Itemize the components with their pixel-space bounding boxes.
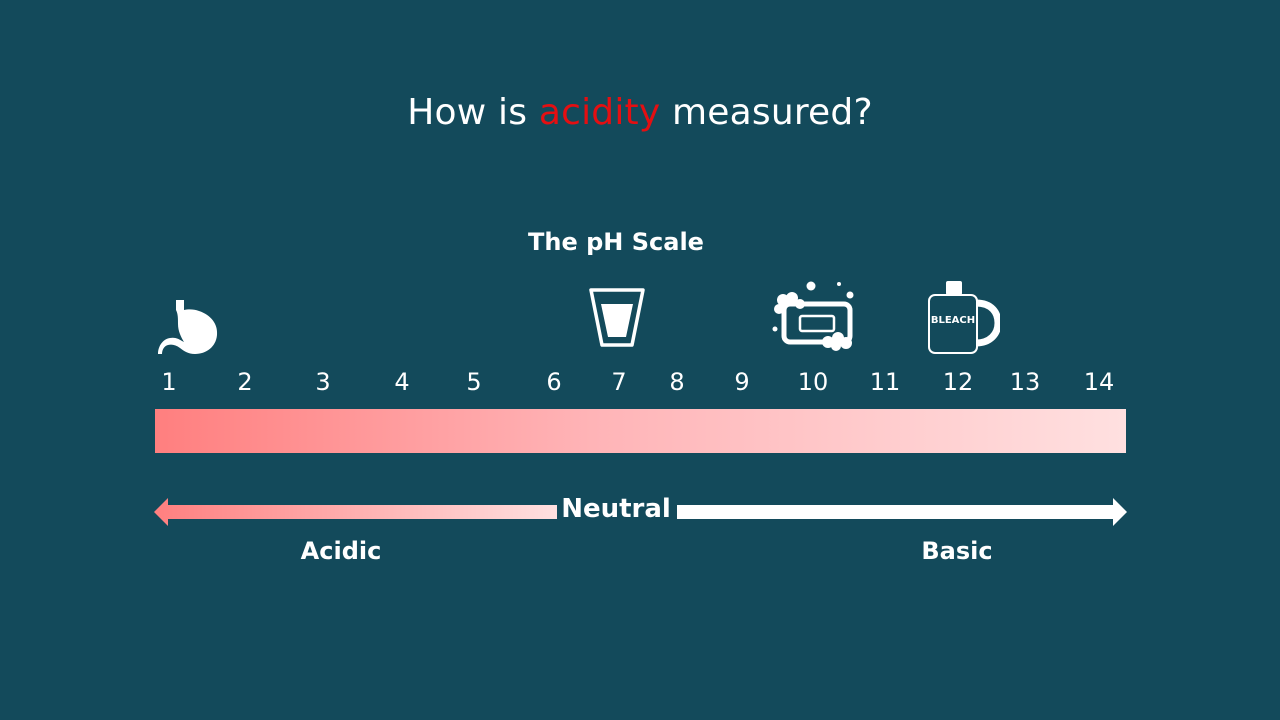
tick-8: 8 [669, 368, 685, 396]
tick-9: 9 [734, 368, 750, 396]
tick-3: 3 [315, 368, 331, 396]
title-highlight: acidity [538, 92, 661, 133]
ph-gradient-bar [155, 409, 1126, 453]
bleach-icon: BLEACH [926, 279, 1000, 357]
stomach-icon [158, 298, 220, 356]
tick-4: 4 [394, 368, 410, 396]
tick-7: 7 [611, 368, 627, 396]
neutral-label: Neutral [561, 494, 671, 524]
acidic-label: Acidic [300, 537, 382, 565]
title-prefix: How is [407, 92, 539, 133]
soap-icon [770, 280, 860, 354]
tick-5: 5 [466, 368, 482, 396]
bleach-label: BLEACH [931, 315, 975, 326]
scale-title: The pH Scale [528, 228, 704, 256]
water-glass-icon [588, 288, 646, 348]
tick-12: 12 [942, 368, 974, 396]
acidic-arrow [154, 498, 558, 526]
tick-6: 6 [546, 368, 562, 396]
tick-10: 10 [797, 368, 829, 396]
tick-14: 14 [1083, 368, 1115, 396]
tick-1: 1 [161, 368, 177, 396]
tick-13: 13 [1009, 368, 1041, 396]
tick-2: 2 [237, 368, 253, 396]
basic-arrow [677, 498, 1127, 526]
basic-label: Basic [921, 537, 993, 565]
tick-11: 11 [869, 368, 901, 396]
page-title: How is acidity measured? [0, 92, 1280, 133]
title-suffix: measured? [660, 92, 873, 133]
